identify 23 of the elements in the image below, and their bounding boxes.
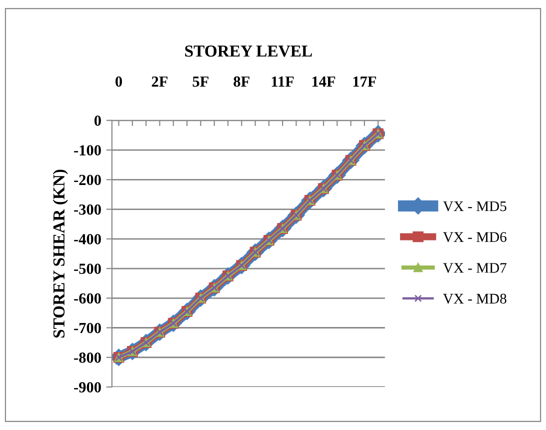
y-tick-label: -300 — [74, 204, 101, 215]
x-tick-label: 11F — [272, 76, 294, 87]
x-axis-title: STOREY LEVEL — [185, 46, 312, 57]
legend-label: VX - MD6 — [443, 232, 506, 242]
y-tick-label: -400 — [74, 234, 101, 244]
x-tick-label: 2F — [152, 76, 168, 87]
legend-label: VX - MD8 — [443, 294, 506, 304]
x-tick-label: 5F — [192, 76, 208, 87]
legend-label: VX - MD7 — [443, 263, 506, 273]
y-tick-label: -800 — [74, 352, 101, 363]
y-tick-label: -100 — [74, 145, 101, 156]
x-tick-label: 0 — [116, 76, 122, 87]
y-tick-label: -600 — [74, 293, 101, 304]
x-tick-label: 17F — [353, 76, 376, 87]
y-tick-label: -200 — [74, 174, 101, 186]
y-tick-label: -700 — [74, 322, 101, 334]
y-tick-label: 0 — [94, 116, 101, 126]
y-axis-title: STOREY SHEAR (KN) — [52, 170, 68, 338]
legend-label: VX - MD5 — [443, 201, 506, 212]
y-tick-label: -900 — [74, 382, 101, 392]
y-tick-label: -500 — [74, 264, 101, 274]
x-tick-label: 8F — [234, 76, 250, 87]
x-tick-label: 14F — [312, 76, 336, 87]
